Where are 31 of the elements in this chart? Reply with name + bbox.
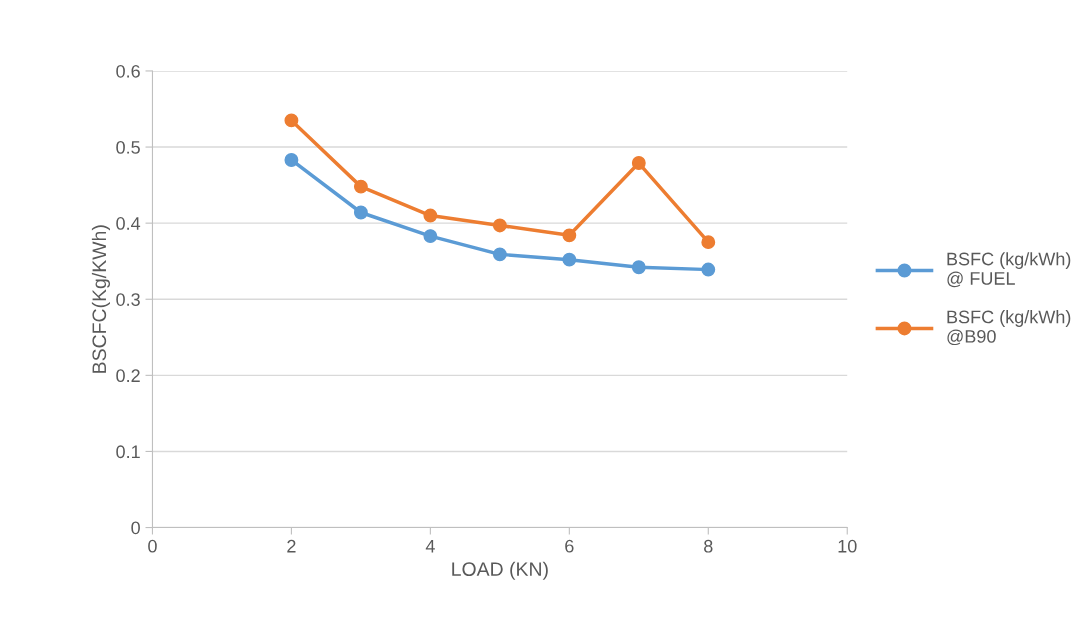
point xyxy=(284,153,299,167)
legend-label: BSFC (kg/kWh) @ FUEL xyxy=(947,252,1071,288)
point xyxy=(284,113,299,128)
point xyxy=(562,252,577,267)
legend-label: BSFC (kg/kWh) @B90 xyxy=(947,310,1071,346)
point xyxy=(353,179,368,194)
point xyxy=(562,228,577,243)
point xyxy=(701,235,716,250)
point xyxy=(492,247,507,262)
x-tick-label: 6 xyxy=(565,539,574,553)
y-tick-label: 0.5 xyxy=(116,140,140,154)
point xyxy=(423,208,438,223)
y-axis-title: BSCFC(Kg/KWh) xyxy=(91,225,110,373)
x-tick-label: 4 xyxy=(425,540,435,553)
x-tick-label: 0 xyxy=(148,539,157,553)
point xyxy=(492,218,507,233)
x-tick-label: 10 xyxy=(838,539,857,553)
y-tick-label: 0.4 xyxy=(116,217,141,230)
point xyxy=(423,229,438,244)
x-tick-label: 8 xyxy=(704,539,713,553)
y-tick-label: 0.2 xyxy=(116,369,140,383)
x-tick-label: 2 xyxy=(287,539,296,553)
x-axis-title: LOAD (KN) xyxy=(452,561,548,580)
y-tick-label: 0.1 xyxy=(116,445,140,459)
point xyxy=(631,156,646,170)
point xyxy=(701,262,716,277)
point xyxy=(631,260,646,275)
y-tick-label: 0 xyxy=(131,521,140,535)
y-tick-label: 0.6 xyxy=(116,64,140,78)
point xyxy=(353,205,368,220)
y-tick-label: 0.3 xyxy=(116,293,140,306)
